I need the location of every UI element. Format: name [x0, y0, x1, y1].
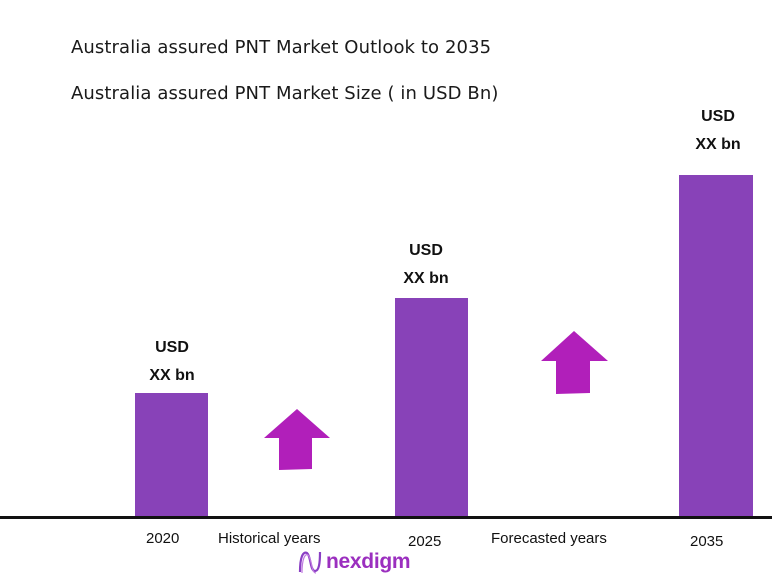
bar-value-label-2025: USD XX bn	[371, 237, 481, 293]
bar-2035	[679, 175, 753, 517]
brand-logo: nexdigm	[297, 549, 411, 575]
x-label-historical: Historical years	[218, 530, 321, 547]
currency-label: USD	[409, 242, 443, 259]
bar-value-label-2035: USD XX bn	[663, 103, 772, 159]
nexdigm-wave-icon	[298, 551, 322, 574]
x-label-2035: 2035	[690, 533, 724, 550]
currency-label: USD	[701, 108, 735, 125]
x-axis-line	[0, 516, 772, 519]
value-label: XX bn	[403, 270, 449, 287]
x-label-forecast: Forecasted years	[491, 530, 607, 547]
bar-2025	[395, 298, 468, 517]
currency-label: USD	[155, 339, 189, 356]
chart-subtitle: Australia assured PNT Market Size ( in U…	[71, 83, 499, 104]
x-label-2020: 2020	[146, 530, 180, 547]
bar-value-label-2020: USD XX bn	[117, 334, 227, 390]
x-label-2025: 2025	[408, 533, 442, 550]
growth-arrow-up-icon	[541, 331, 608, 394]
chart-title: Australia assured PNT Market Outlook to …	[71, 37, 492, 58]
value-label: XX bn	[695, 136, 741, 153]
growth-arrow-up-icon	[264, 409, 330, 470]
brand-name: nexdigm	[326, 550, 411, 573]
value-label: XX bn	[149, 367, 195, 384]
bar-2020	[135, 393, 208, 517]
